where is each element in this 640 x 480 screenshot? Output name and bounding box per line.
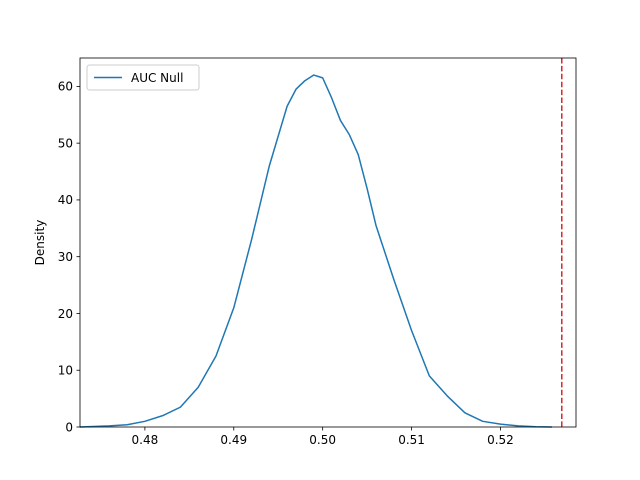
x-tick-label: 0.52 bbox=[487, 433, 514, 447]
y-axis-label: Density bbox=[33, 220, 47, 266]
y-tick-label: 20 bbox=[58, 307, 73, 321]
y-tick-label: 60 bbox=[58, 80, 73, 94]
y-tick-label: 50 bbox=[58, 136, 73, 150]
y-tick-label: 40 bbox=[58, 193, 73, 207]
axes: 0.48 0.49 0.50 0.51 0.52 0 10 20 30 40 50 60 Density bbox=[33, 57, 577, 447]
legend-box bbox=[86, 64, 200, 91]
x-tick-label: 0.48 bbox=[132, 433, 159, 447]
y-tick-label: 30 bbox=[58, 250, 73, 264]
legend: AUC Null bbox=[86, 64, 200, 91]
series-line-0 bbox=[79, 74, 553, 428]
x-tick-label: 0.51 bbox=[398, 433, 425, 447]
x-tick-label: 0.49 bbox=[220, 433, 247, 447]
legend-label: AUC Null bbox=[131, 71, 183, 85]
plot-area bbox=[79, 58, 563, 428]
x-tick-label: 0.50 bbox=[309, 433, 336, 447]
axes-frame bbox=[79, 57, 577, 428]
y-tick-label: 0 bbox=[65, 420, 73, 434]
y-tick-label: 10 bbox=[58, 364, 73, 378]
